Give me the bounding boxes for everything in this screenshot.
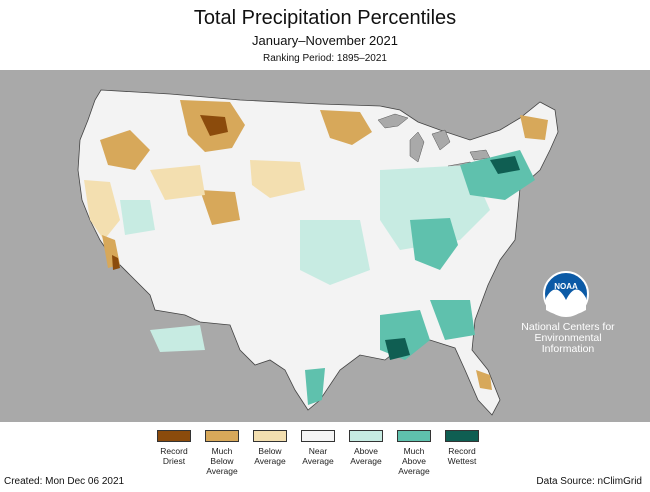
legend-item-near: Near Average: [294, 430, 342, 466]
legend-label: Much Below Average: [206, 446, 238, 476]
legend-swatch: [301, 430, 335, 442]
legend-item-below: Below Average: [246, 430, 294, 466]
created-date: Created: Mon Dec 06 2021: [4, 476, 125, 487]
wet-regions: [120, 150, 535, 405]
legend-swatch: [397, 430, 431, 442]
legend-label: Record Wettest: [447, 446, 477, 466]
legend-label: Record Driest: [160, 446, 188, 466]
ranking-period: Ranking Period: 1895–2021: [263, 53, 387, 64]
legend-swatch: [253, 430, 287, 442]
legend-label: Below Average: [254, 446, 286, 466]
legend-swatch: [205, 430, 239, 442]
legend-label: Above Average: [350, 446, 382, 466]
legend-item-much-above: Much Above Average: [390, 430, 438, 476]
legend-swatch: [157, 430, 191, 442]
precipitation-map: NOAA: [0, 70, 650, 422]
ncei-label: National Centers for Environmental Infor…: [521, 321, 615, 355]
legend-item-much-below: Much Below Average: [198, 430, 246, 476]
legend-item-above: Above Average: [342, 430, 390, 466]
map-title: Total Precipitation Percentiles: [193, 7, 457, 29]
legend-item-record-driest: Record Driest: [150, 430, 198, 466]
great-lakes: [377, 113, 491, 175]
legend-label: Much Above Average: [398, 446, 430, 476]
legend-item-record-wettest: Record Wettest: [438, 430, 486, 466]
map-subtitle: January–November 2021: [252, 33, 398, 48]
legend-swatch: [349, 430, 383, 442]
legend: Record Driest Much Below Average Below A…: [0, 430, 650, 486]
data-source: Data Source: nClimGrid: [536, 476, 642, 487]
noaa-logo-text: NOAA: [554, 282, 578, 291]
legend-swatch: [445, 430, 479, 442]
noaa-logo: NOAA: [543, 271, 589, 317]
legend-label: Near Average: [302, 446, 334, 466]
dry-regions: [84, 100, 548, 390]
